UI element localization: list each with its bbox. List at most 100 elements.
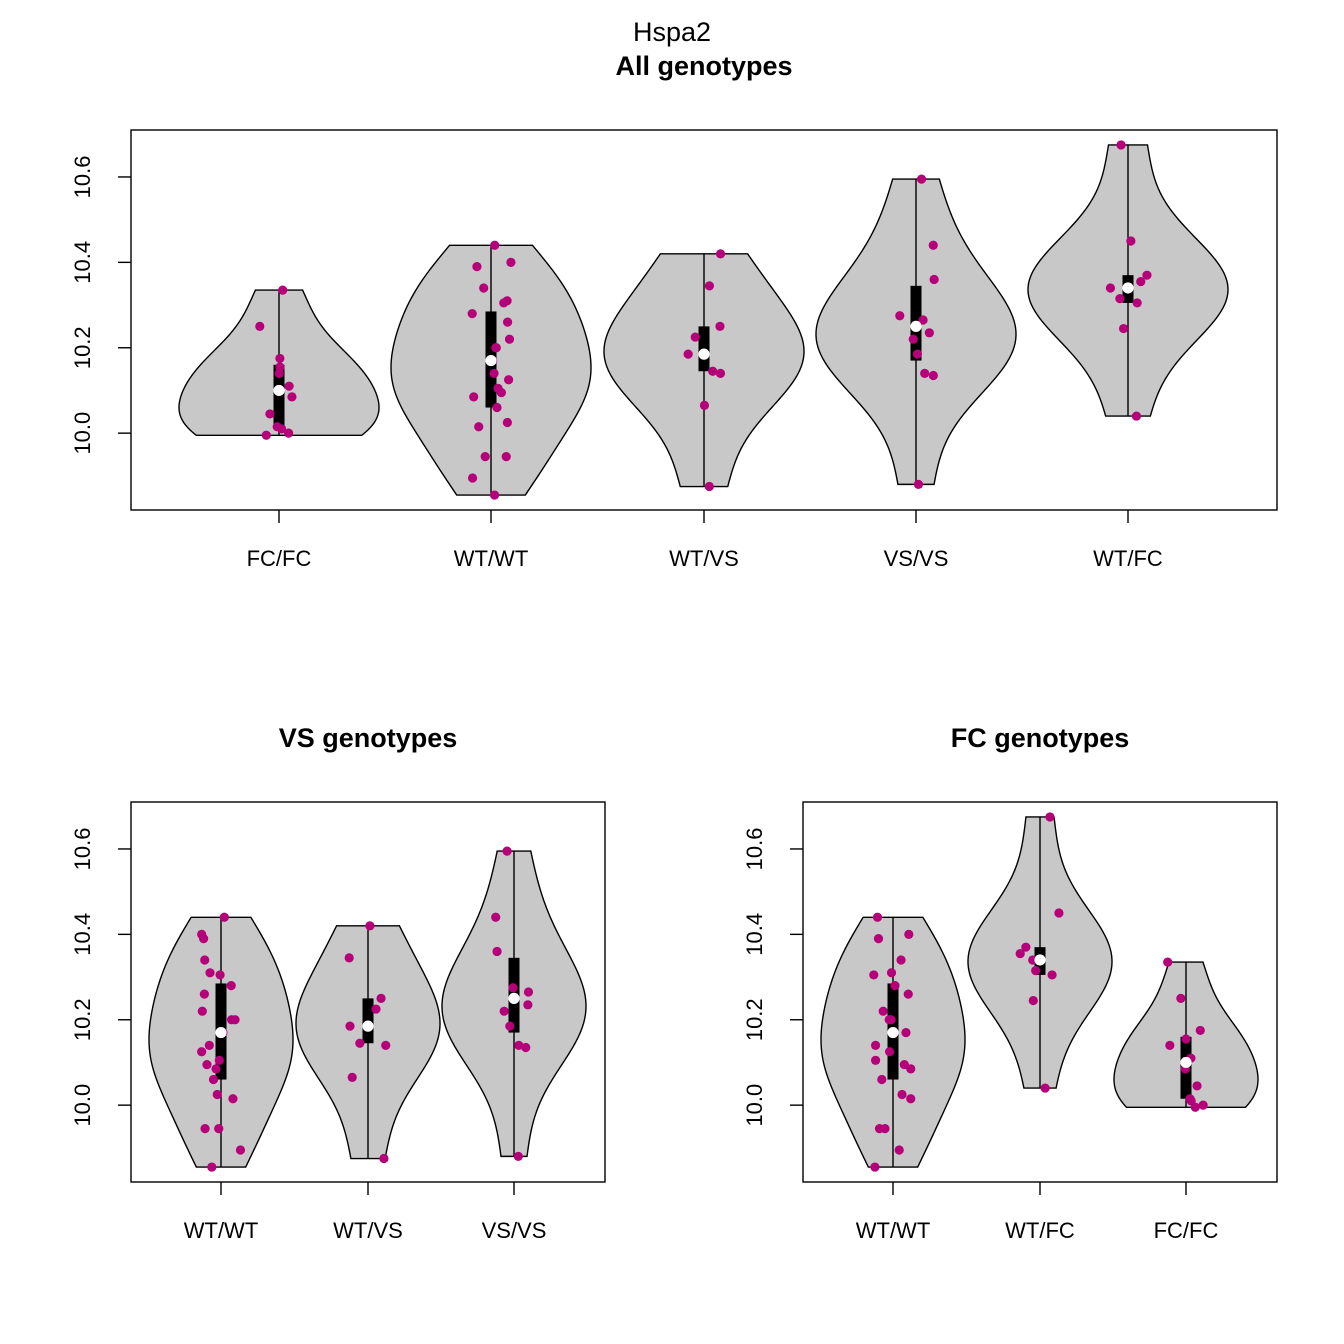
y-tick-label: 10.0 [70, 412, 95, 455]
x-tick-label: WT/WT [184, 1218, 259, 1243]
chart-panel-1: All genotypes FC/FC WT/WT WT/VS VS/VS WT/FC 10… [70, 51, 1277, 571]
data-point [917, 175, 926, 184]
violin-group [1114, 958, 1258, 1112]
violin-group [968, 812, 1112, 1092]
median-marker [698, 349, 709, 360]
data-point [227, 1015, 236, 1024]
data-point [715, 322, 724, 331]
data-point [873, 913, 882, 922]
y-tick-label: 10.0 [742, 1084, 767, 1127]
data-point [879, 1007, 888, 1016]
data-point [215, 970, 224, 979]
data-point [491, 343, 500, 352]
violin-group [816, 175, 1016, 489]
data-point [1045, 812, 1054, 821]
data-point [1115, 294, 1124, 303]
chart-panel-3: FC genotypesWT/WT WT/FC FC/FC10.010.210.41… [742, 723, 1277, 1243]
x-tick-label: WT/FC [1005, 1218, 1075, 1243]
median-marker [485, 355, 496, 366]
figure-title: Hspa2 [633, 17, 711, 47]
violin-group [149, 913, 293, 1172]
data-point [1106, 283, 1115, 292]
violin-group [391, 241, 591, 500]
data-point [1165, 1041, 1174, 1050]
data-point [504, 375, 513, 384]
data-point [871, 1041, 880, 1050]
data-point [503, 418, 512, 427]
data-point [885, 1047, 894, 1056]
chart-title: All genotypes [615, 51, 792, 81]
y-tick-label: 10.2 [742, 998, 767, 1041]
data-point [491, 913, 500, 922]
y-tick-label: 10.6 [70, 156, 95, 199]
y-tick-label: 10.6 [70, 828, 95, 871]
median-marker [887, 1027, 898, 1038]
x-tick-label: FC/FC [1154, 1218, 1219, 1243]
data-point [200, 955, 209, 964]
violin-group [296, 921, 440, 1163]
chart-title: FC genotypes [951, 723, 1130, 753]
data-point [345, 953, 354, 962]
data-point [503, 318, 512, 327]
data-point [1181, 1034, 1190, 1043]
data-point [925, 328, 934, 337]
data-point [490, 241, 499, 250]
data-point [1196, 1026, 1205, 1035]
data-point [705, 281, 714, 290]
data-point [691, 332, 700, 341]
data-point [716, 249, 725, 258]
median-marker [1034, 954, 1045, 965]
data-point [1133, 298, 1142, 307]
x-tick-label: WT/WT [454, 546, 529, 571]
data-point [877, 1075, 886, 1084]
data-point [198, 1007, 207, 1016]
data-point [887, 1015, 896, 1024]
data-point [523, 1000, 532, 1009]
data-point [1132, 411, 1141, 420]
data-point [895, 311, 904, 320]
chart-title: VS genotypes [279, 723, 458, 753]
data-point [906, 1064, 915, 1073]
data-point [228, 1094, 237, 1103]
data-point [890, 981, 899, 990]
data-point [700, 401, 709, 410]
data-point [904, 930, 913, 939]
data-point [1041, 1083, 1050, 1092]
data-point [207, 1162, 216, 1171]
data-point [273, 422, 282, 431]
data-point [1126, 236, 1135, 245]
data-point [1116, 140, 1125, 149]
data-point [508, 983, 517, 992]
data-point [708, 367, 717, 376]
y-tick-label: 10.0 [70, 1084, 95, 1127]
data-point [1185, 1094, 1194, 1103]
data-point [490, 490, 499, 499]
data-point [468, 309, 477, 318]
data-point [514, 1152, 523, 1161]
data-point [705, 482, 714, 491]
y-tick-label: 10.4 [70, 241, 95, 284]
data-point [1054, 908, 1063, 917]
data-point [236, 1145, 245, 1154]
data-point [262, 431, 271, 440]
x-tick-label: WT/WT [856, 1218, 931, 1243]
data-point [376, 994, 385, 1003]
data-point [265, 409, 274, 418]
data-point [202, 1060, 211, 1069]
data-point [929, 371, 938, 380]
data-point [505, 1022, 514, 1031]
data-point [479, 283, 488, 292]
data-point [1029, 996, 1038, 1005]
data-point [493, 384, 502, 393]
x-tick-label: WT/FC [1093, 546, 1163, 571]
data-point [896, 955, 905, 964]
data-point [211, 1064, 220, 1073]
data-point [287, 392, 296, 401]
data-point [506, 258, 515, 267]
violin-group [1028, 140, 1228, 420]
data-point [901, 1028, 910, 1037]
data-point [214, 1124, 223, 1133]
violin-group [604, 249, 804, 491]
data-point [502, 847, 511, 856]
data-point [920, 369, 929, 378]
